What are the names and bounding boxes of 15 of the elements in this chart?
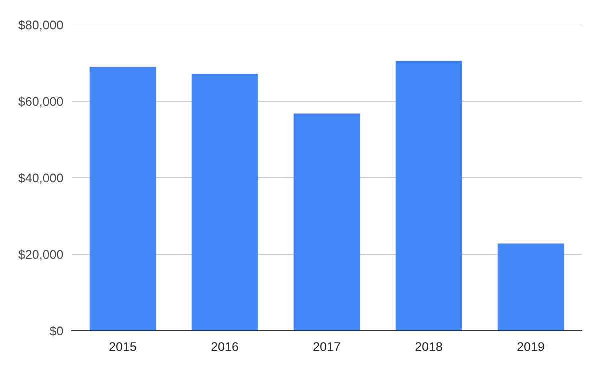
bar xyxy=(90,67,156,331)
bar xyxy=(192,74,258,331)
y-tick-label: $40,000 xyxy=(18,173,64,184)
y-tick-label: $0 xyxy=(50,326,64,336)
x-tick-label: 2019 xyxy=(518,342,544,352)
x-tick-label: 2015 xyxy=(110,342,136,352)
y-tick-label: $80,000 xyxy=(18,20,64,32)
bar xyxy=(498,244,564,331)
x-tick-label: 2017 xyxy=(314,342,340,352)
y-tick-label: $20,000 xyxy=(18,250,64,261)
bar xyxy=(396,60,462,331)
x-tick-label: 2016 xyxy=(212,342,238,352)
x-tick-label: 2018 xyxy=(416,342,442,352)
y-tick-label: $60,000 xyxy=(18,96,64,108)
bar xyxy=(294,114,360,331)
